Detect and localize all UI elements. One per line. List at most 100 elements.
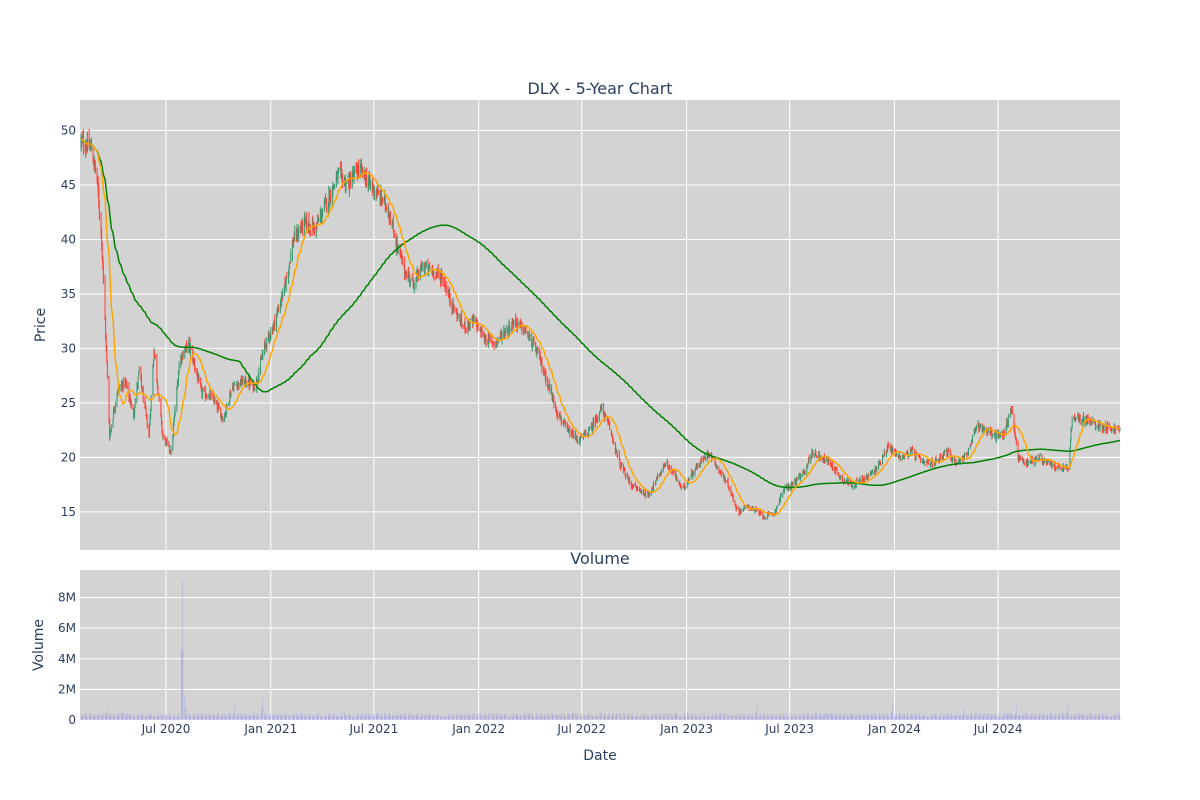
candle (762, 511, 764, 520)
candle (213, 400, 215, 404)
candle-body (1000, 434, 1001, 437)
candle (1102, 424, 1104, 433)
candle-body (854, 486, 855, 487)
candle (596, 414, 598, 424)
candle (492, 341, 494, 347)
candle (136, 382, 138, 404)
candle-body (666, 462, 668, 465)
volume-bar (304, 714, 306, 720)
candle-body (472, 318, 473, 323)
candle (504, 331, 506, 337)
candle-body (440, 275, 442, 282)
candle-body (244, 379, 245, 384)
candle-body (282, 289, 284, 299)
candle (368, 174, 370, 191)
candle-body (208, 394, 210, 398)
candle-body (146, 418, 148, 427)
volume-bar (712, 713, 714, 720)
candle-body (778, 503, 780, 505)
candle-body (417, 271, 419, 277)
candle-body (293, 239, 294, 247)
candle-body (1018, 455, 1020, 460)
candle (763, 515, 765, 519)
volume-bar (810, 717, 812, 720)
candle (974, 426, 976, 434)
candle (173, 416, 175, 426)
candle (878, 459, 880, 467)
candle (1073, 413, 1075, 421)
volume-bar (337, 716, 338, 720)
price-x-gridlines (165, 100, 999, 550)
candle (134, 398, 136, 408)
volume-bar (722, 717, 724, 720)
candle-body (661, 471, 662, 473)
candle-body (686, 482, 688, 487)
candle-body (629, 478, 630, 484)
volume-bar (859, 714, 861, 720)
volume-bar (685, 716, 686, 720)
volume-bar (695, 717, 697, 720)
volume-bar (790, 716, 792, 720)
candle (901, 454, 903, 461)
volume-bar (571, 713, 573, 720)
volume-bar (144, 716, 146, 720)
volume-bar (354, 717, 355, 720)
candle-body (380, 190, 382, 201)
candle-body (588, 429, 589, 435)
candle-body (791, 484, 792, 487)
candle-body (409, 280, 411, 284)
volume-bar (252, 712, 254, 720)
candle-body (432, 270, 434, 274)
volume-bar (816, 713, 818, 720)
candle-body (984, 429, 985, 431)
candle (734, 499, 736, 506)
candle (871, 469, 873, 474)
candle (799, 472, 801, 480)
candle (481, 329, 483, 336)
volume-bar (882, 714, 884, 720)
volume-bar (468, 715, 470, 720)
candle (775, 509, 777, 514)
candle-body (763, 516, 765, 518)
candle-body (724, 477, 726, 481)
candle (452, 297, 454, 315)
candle-body (281, 295, 283, 299)
candle (716, 465, 718, 471)
candle-body (774, 511, 776, 514)
volume-bar (396, 713, 397, 720)
candle (348, 178, 350, 190)
candle-body (86, 146, 88, 151)
candle-body (1019, 456, 1021, 458)
candle-body (719, 470, 721, 472)
candle (512, 318, 514, 331)
candle-body (133, 412, 135, 417)
candle (588, 426, 590, 432)
volume-bar (237, 715, 239, 720)
volume-bar (720, 713, 722, 720)
candle-body (667, 466, 669, 468)
candle (296, 223, 298, 241)
volume-bar (820, 713, 821, 720)
volume-bar (197, 713, 198, 720)
candle-body (620, 465, 621, 468)
volume-bar (421, 713, 423, 720)
candle (269, 333, 271, 342)
volume-bar (678, 717, 680, 720)
volume-bar (726, 713, 728, 720)
candle-body (828, 459, 830, 463)
candle (795, 476, 797, 486)
volume-bar (652, 714, 653, 720)
candle (910, 447, 912, 452)
candle (353, 165, 355, 185)
price-tick-label: 35 (61, 287, 76, 301)
candle (397, 244, 399, 254)
candle-body (555, 407, 557, 412)
candle (1110, 427, 1112, 433)
volume-bar (475, 716, 477, 720)
candle (146, 414, 148, 429)
volume-bar (233, 712, 235, 720)
candle (776, 506, 778, 513)
volume-bar (314, 716, 315, 720)
candle-body (488, 336, 490, 338)
volume-bar (200, 713, 202, 720)
